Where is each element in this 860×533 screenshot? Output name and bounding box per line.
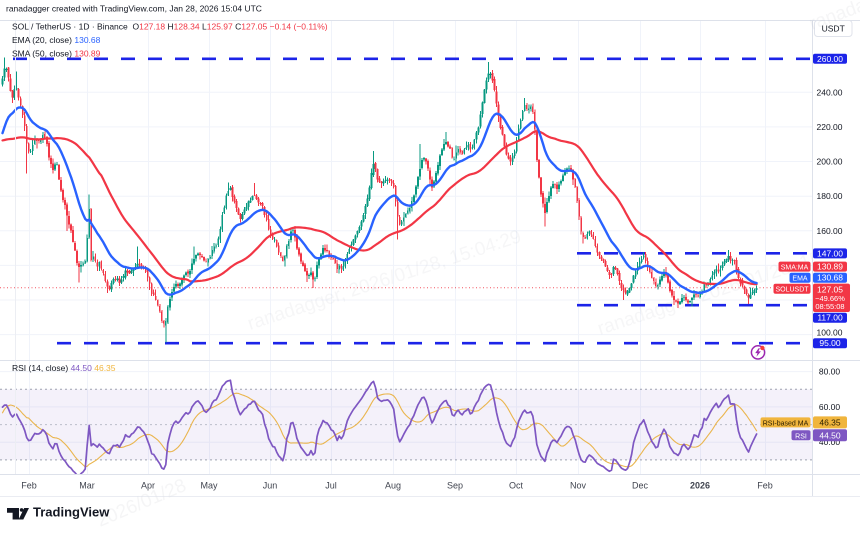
svg-text:60.00: 60.00: [819, 402, 841, 412]
svg-text:SMA (50, close) 130.89: SMA (50, close) 130.89: [12, 49, 101, 59]
svg-text:130.68: 130.68: [817, 273, 843, 283]
svg-text:May: May: [200, 481, 218, 491]
svg-text:EMA (20, close) 130.68: EMA (20, close) 130.68: [12, 35, 101, 45]
svg-text:Feb: Feb: [21, 481, 37, 491]
svg-text:EMA: EMA: [792, 276, 808, 283]
svg-text:46.35: 46.35: [819, 417, 841, 427]
svg-text:80.00: 80.00: [819, 367, 841, 377]
svg-text:Dec: Dec: [632, 481, 649, 491]
svg-text:Apr: Apr: [141, 481, 155, 491]
svg-text:USDT: USDT: [822, 24, 845, 34]
svg-text:RSI-based MA: RSI-based MA: [763, 420, 809, 427]
svg-text:Aug: Aug: [385, 481, 401, 491]
svg-text:Feb: Feb: [757, 481, 773, 491]
svg-text:−49.66%: −49.66%: [815, 294, 845, 303]
svg-text:160.00: 160.00: [817, 226, 843, 236]
svg-text:Jun: Jun: [263, 481, 278, 491]
svg-text:95.00: 95.00: [819, 338, 841, 348]
svg-text:08:55:08: 08:55:08: [815, 302, 844, 311]
svg-text:260.00: 260.00: [817, 54, 843, 64]
svg-text:127.05: 127.05: [817, 284, 843, 294]
svg-text:RSI: RSI: [795, 433, 807, 440]
svg-text:180.00: 180.00: [817, 191, 843, 201]
svg-text:SOLUSDT: SOLUSDT: [775, 287, 809, 294]
svg-text:240.00: 240.00: [817, 87, 843, 97]
svg-text:100.00: 100.00: [817, 328, 843, 338]
svg-text:147.00: 147.00: [817, 248, 843, 258]
svg-text:Sep: Sep: [447, 481, 463, 491]
svg-text:RSI (14, close) 44.50 46.35: RSI (14, close) 44.50 46.35: [12, 363, 116, 373]
svg-text:Oct: Oct: [509, 481, 524, 491]
svg-text:220.00: 220.00: [817, 122, 843, 132]
svg-text:Nov: Nov: [570, 481, 587, 491]
svg-text:Mar: Mar: [79, 481, 95, 491]
svg-text:2026: 2026: [690, 481, 710, 491]
svg-text:SOL / TetherUS · 1D · Binance: SOL / TetherUS · 1D · Binance O127.18 H1…: [12, 22, 328, 32]
svg-text:40.00: 40.00: [819, 437, 841, 447]
svg-text:Jul: Jul: [325, 481, 337, 491]
svg-text:44.50: 44.50: [819, 430, 841, 440]
svg-text:ranadagger created with Tradin: ranadagger created with TradingView.com,…: [6, 4, 262, 14]
svg-text:117.00: 117.00: [817, 313, 843, 323]
svg-text:SMA:MA: SMA:MA: [781, 265, 809, 272]
svg-text:TradingView: TradingView: [33, 505, 110, 520]
svg-text:200.00: 200.00: [817, 157, 843, 167]
svg-text:130.89: 130.89: [817, 262, 843, 272]
